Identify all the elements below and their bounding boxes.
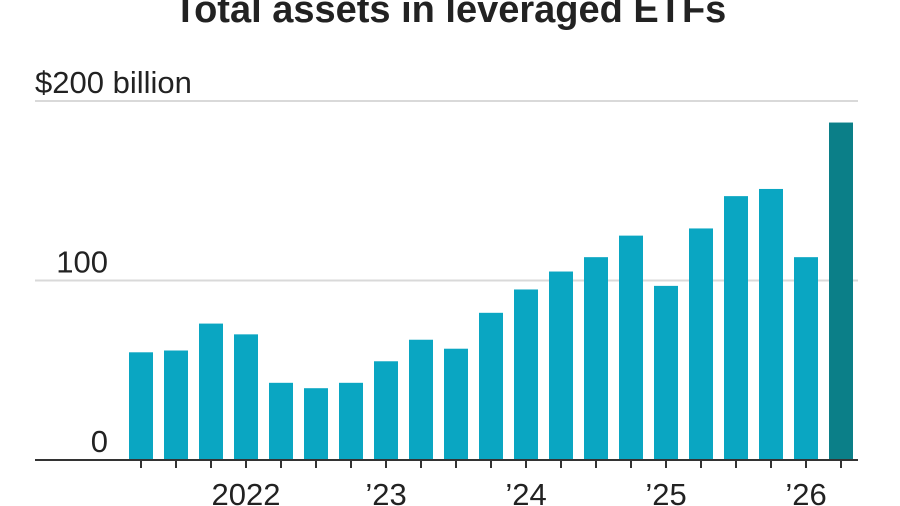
bar	[304, 388, 328, 460]
bar	[339, 382, 363, 460]
bar	[619, 235, 643, 460]
bar	[514, 289, 538, 460]
x-tick-label: ’23	[365, 477, 406, 506]
x-tick-label: 2022	[212, 477, 281, 506]
bar	[444, 348, 468, 460]
bar	[409, 339, 433, 460]
bar	[479, 312, 503, 460]
y-tick-label: $200 billion	[35, 65, 192, 100]
bar	[374, 361, 398, 460]
chart-title: Total assets in leveraged ETFs	[174, 0, 727, 31]
bar	[269, 382, 293, 460]
bar	[794, 257, 818, 460]
bar	[164, 350, 188, 460]
bar	[199, 323, 223, 460]
bar	[724, 196, 748, 460]
bar	[829, 122, 853, 460]
bar	[549, 271, 573, 460]
x-tick-label: ’26	[785, 477, 826, 506]
bar	[759, 188, 783, 460]
bar	[234, 334, 258, 460]
y-tick-label: 0	[91, 424, 108, 459]
y-tick-label: 100	[56, 245, 108, 280]
bar	[129, 352, 153, 460]
bar	[584, 257, 608, 460]
x-tick-label: ’25	[645, 477, 686, 506]
bar	[689, 228, 713, 460]
bar	[654, 285, 678, 460]
x-tick-label: ’24	[505, 477, 546, 506]
